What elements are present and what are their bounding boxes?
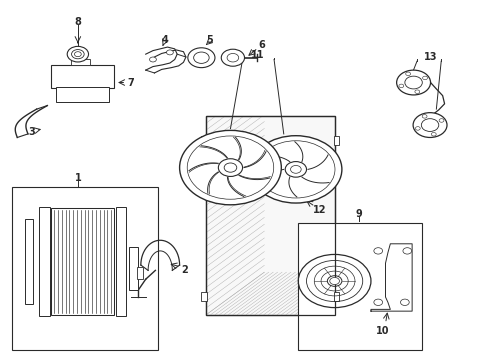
- Bar: [24, 219, 33, 304]
- Bar: [334, 292, 340, 301]
- Bar: [298, 222, 422, 350]
- Circle shape: [250, 136, 342, 203]
- Circle shape: [224, 163, 237, 172]
- Bar: [129, 247, 138, 290]
- Bar: [56, 87, 109, 102]
- Text: 6: 6: [259, 40, 265, 50]
- Text: 12: 12: [313, 205, 327, 215]
- Circle shape: [403, 248, 412, 254]
- Bar: [116, 207, 126, 316]
- Circle shape: [423, 76, 427, 80]
- Bar: [201, 292, 207, 301]
- Circle shape: [221, 49, 245, 66]
- Text: 10: 10: [376, 326, 390, 336]
- Circle shape: [374, 299, 383, 306]
- Circle shape: [167, 50, 173, 55]
- Circle shape: [291, 166, 301, 173]
- Text: 4: 4: [162, 35, 169, 45]
- Text: 3: 3: [28, 127, 35, 137]
- Circle shape: [194, 52, 209, 63]
- Circle shape: [399, 84, 404, 87]
- Circle shape: [421, 119, 439, 131]
- Text: 2: 2: [181, 265, 188, 275]
- Circle shape: [330, 278, 340, 284]
- Circle shape: [227, 54, 239, 62]
- Text: 8: 8: [74, 17, 81, 27]
- Bar: [201, 136, 207, 145]
- Text: 5: 5: [207, 35, 214, 45]
- Circle shape: [416, 127, 420, 130]
- Circle shape: [72, 50, 84, 59]
- Bar: [51, 65, 114, 88]
- Circle shape: [439, 119, 444, 122]
- Text: 11: 11: [251, 50, 265, 60]
- Bar: [39, 207, 50, 316]
- Circle shape: [67, 46, 89, 62]
- Bar: [12, 187, 158, 350]
- Circle shape: [285, 162, 307, 177]
- Text: 13: 13: [424, 51, 437, 62]
- Text: 9: 9: [355, 209, 362, 219]
- Circle shape: [406, 72, 411, 76]
- Bar: [138, 267, 143, 279]
- Bar: [51, 208, 114, 315]
- Circle shape: [149, 57, 156, 62]
- Text: 1: 1: [74, 173, 81, 183]
- Circle shape: [415, 90, 420, 94]
- Bar: [334, 136, 340, 145]
- Polygon shape: [371, 244, 412, 311]
- Circle shape: [400, 299, 409, 306]
- Circle shape: [219, 159, 243, 176]
- Circle shape: [413, 113, 447, 138]
- Circle shape: [180, 130, 281, 205]
- Bar: [206, 116, 335, 315]
- Bar: [71, 59, 90, 65]
- Circle shape: [405, 76, 422, 89]
- Circle shape: [74, 52, 81, 57]
- Circle shape: [422, 114, 427, 118]
- Circle shape: [188, 48, 215, 68]
- Circle shape: [396, 70, 431, 95]
- Circle shape: [374, 248, 383, 254]
- Circle shape: [431, 132, 436, 136]
- Text: 7: 7: [128, 77, 135, 87]
- Bar: [206, 116, 335, 315]
